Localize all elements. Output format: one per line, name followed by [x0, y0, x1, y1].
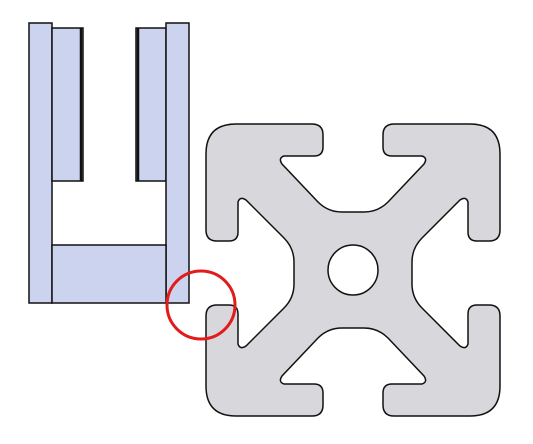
- contact-highlight-circle: [165, 269, 237, 341]
- bracket-left-inner-plate: [51, 27, 84, 182]
- bracket-base: [51, 244, 167, 304]
- bracket-right-inner-plate: [135, 27, 167, 182]
- profile-cross-section: [205, 123, 501, 417]
- profile: [205, 123, 501, 417]
- bracket-right-outer-plate: [165, 22, 190, 304]
- bracket: [28, 22, 190, 304]
- bracket-left-outer-plate: [28, 22, 53, 304]
